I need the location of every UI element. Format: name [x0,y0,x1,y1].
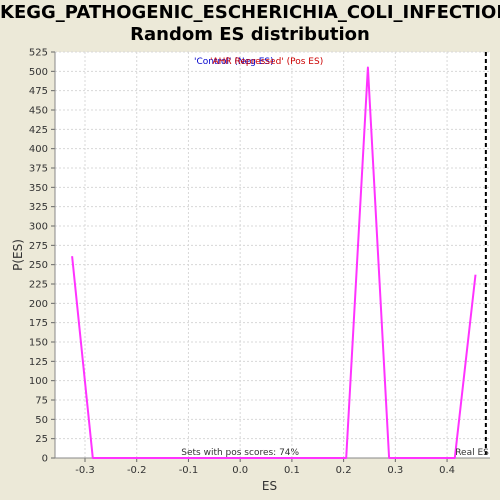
y-tick-label: 0 [42,454,48,465]
y-tick-label: 175 [29,318,48,329]
y-tick-label: 150 [29,338,48,349]
y-tick-label: 225 [29,280,48,291]
y-tick-label: 350 [29,183,48,194]
x-tick-label: 0.2 [336,465,352,476]
y-tick-label: 50 [35,415,48,426]
y-tick-label: 425 [29,125,48,136]
series-line [71,66,477,459]
plot-area [55,52,490,458]
y-tick-label: 100 [29,376,48,387]
x-tick-label: 0.0 [232,465,248,476]
y-tick-labels: 0 25 50 75 100 125 150 175 200 225 250 275 300 325 350… [29,48,48,465]
x-tick-label: -0.3 [75,465,95,476]
x-tick-label: 0.3 [387,465,403,476]
y-tick-label: 200 [29,299,48,310]
y-tick-label: 25 [35,434,48,445]
chart-subtitle: Random ES distribution [130,24,370,45]
x-tick-label: 0.1 [284,465,300,476]
y-tick-label: 300 [29,222,48,233]
y-tick-label: 275 [29,241,48,252]
x-axis-label: ES [262,479,277,493]
y-tick-label: 450 [29,106,48,117]
y-tick-label: 75 [35,396,48,407]
y-axis-label: P(ES) [11,239,25,271]
legend-neg: 'Control' (Neg ES) [194,57,274,67]
pos-scores-annotation: Sets with pos scores: 74% [181,448,299,458]
x-tick-label: 0.4 [439,465,455,476]
y-tick-label: 250 [29,260,48,271]
x-tick-label: -0.1 [179,465,199,476]
y-tick-label: 400 [29,144,48,155]
legend-pos: 'AHR Repressed' (Pos ES) [210,57,323,67]
x-tick-labels: -0.3 -0.2 -0.1 0.0 0.1 0.2 0.3 0.4 [75,465,455,476]
chart-title-line1: KEGG_PATHOGENIC_ESCHERICHIA_COLI_INFECTI… [0,2,500,23]
chart-title: KEGG_PATHOGENIC_ESCHERICHIA_COLI_INFECTI… [0,2,500,46]
y-tick-label: 375 [29,164,48,175]
y-tick-label: 325 [29,202,48,213]
y-tick-label: 500 [29,67,48,78]
x-tick-label: -0.2 [127,465,147,476]
y-tick-label: 125 [29,357,48,368]
y-tick-label: 475 [29,86,48,97]
grid-lines [55,51,490,459]
series-lines [71,66,477,459]
real-es-label: Real ES [455,448,489,458]
y-tick-label: 525 [29,48,48,59]
